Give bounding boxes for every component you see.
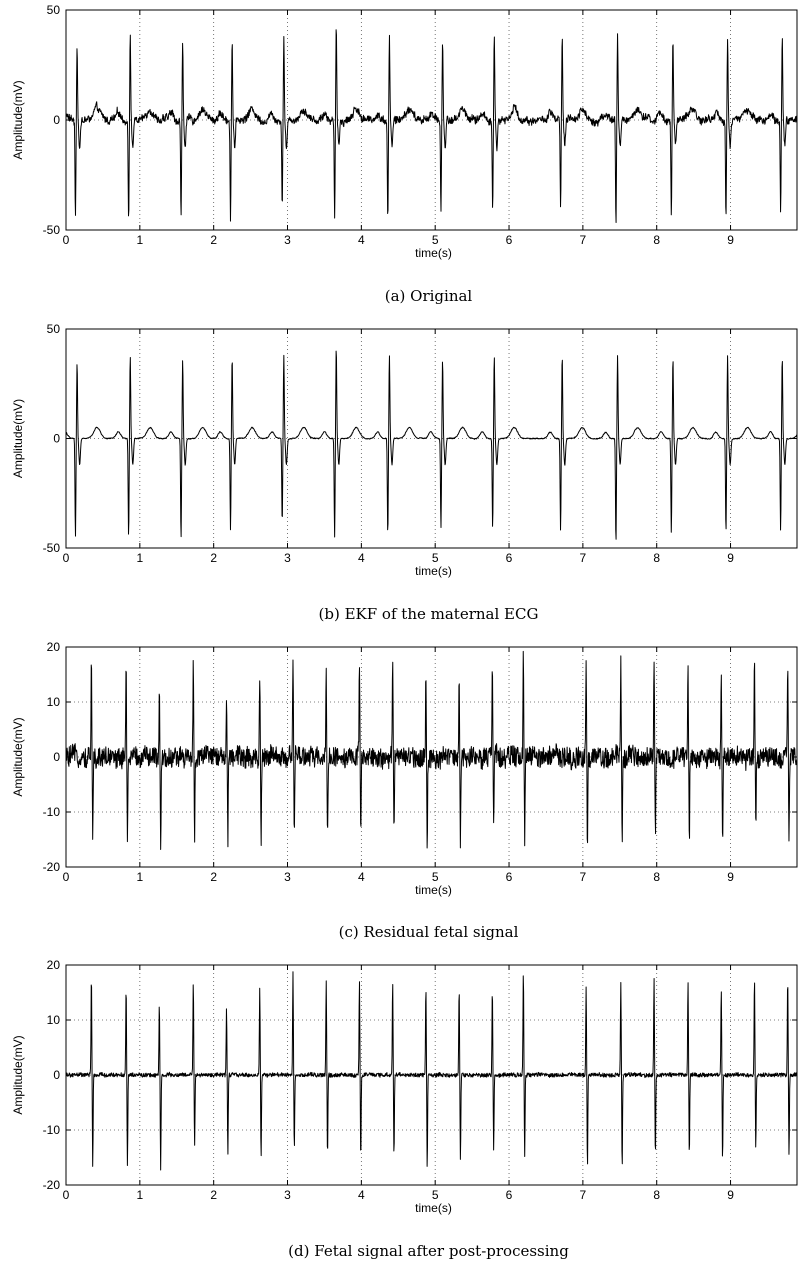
y-tick-label: -20 xyxy=(43,860,61,874)
chart-panel-a: 0 1 2 3 4 5 6 7 8 9-50050time(s)Amplitude(mV)(a) … xyxy=(11,3,798,305)
chart-caption: (d) Fetal signal after post-processing xyxy=(288,1242,569,1260)
x-tick-label: 7 xyxy=(580,1188,587,1202)
chart-panel-d: 0 1 2 3 4 5 6 7 8 9 -20 -10 0 10 20 time(s) Amplitude(mV… xyxy=(11,958,798,1260)
signal-line xyxy=(65,650,798,850)
y-axis-label: Amplitude(mV) xyxy=(11,399,25,478)
chart-caption: (c) Residual fetal signal xyxy=(339,923,519,941)
y-tick-label: 0 xyxy=(53,750,60,764)
y-tick-label: 0 xyxy=(53,432,60,446)
x-tick-label: 2 xyxy=(210,1188,217,1202)
y-tick-label: 10 xyxy=(47,695,61,709)
x-tick-label: 9 xyxy=(727,551,734,565)
x-tick-label: 4 xyxy=(358,1188,365,1202)
x-tick-label: 1 xyxy=(136,870,143,884)
chart-panel-b: 0 1 2 3 4 5 6 7 8 9-50050time(s)Amplitude(mV)(b) … xyxy=(11,322,798,623)
x-tick-label: 0 xyxy=(63,870,70,884)
x-tick-label: 8 xyxy=(653,551,660,565)
chart-caption: (a) Original xyxy=(385,287,473,305)
x-tick-label: 8 xyxy=(653,233,660,247)
chart-caption: (b) EKF of the maternal ECG xyxy=(319,605,539,623)
y-tick-label: -50 xyxy=(43,541,61,555)
y-axis-label: Amplitude(mV) xyxy=(11,717,25,796)
y-tick-label: -10 xyxy=(43,1123,61,1137)
y-tick-label: -10 xyxy=(43,805,61,819)
signal-line xyxy=(65,350,798,540)
x-tick-label: 5 xyxy=(432,870,439,884)
x-tick-label: 2 xyxy=(210,233,217,247)
x-tick-label: 9 xyxy=(727,233,734,247)
x-tick-label: 0 xyxy=(63,551,70,565)
x-tick-label: 7 xyxy=(580,551,587,565)
x-tick-label: 3 xyxy=(284,1188,291,1202)
x-axis-label: time(s) xyxy=(415,883,452,897)
x-axis-label: time(s) xyxy=(415,1201,452,1215)
x-tick-label: 5 xyxy=(432,233,439,247)
x-tick-label: 1 xyxy=(136,551,143,565)
x-tick-label: 7 xyxy=(580,233,587,247)
y-axis-label: Amplitude(mV) xyxy=(11,80,25,159)
x-tick-label: 3 xyxy=(284,870,291,884)
x-tick-label: 8 xyxy=(653,870,660,884)
x-tick-label: 4 xyxy=(358,870,365,884)
x-tick-label: 5 xyxy=(432,1188,439,1202)
x-tick-label: 0 xyxy=(63,233,70,247)
x-tick-label: 1 xyxy=(136,1188,143,1202)
x-tick-label: 9 xyxy=(727,870,734,884)
x-tick-label: 6 xyxy=(506,551,513,565)
x-axis-label: time(s) xyxy=(415,564,452,578)
y-tick-label: 0 xyxy=(53,1068,60,1082)
y-tick-label: 20 xyxy=(47,958,61,972)
x-tick-label: 3 xyxy=(284,551,291,565)
y-tick-label: 20 xyxy=(47,640,61,654)
x-tick-label: 4 xyxy=(358,551,365,565)
x-tick-label: 4 xyxy=(358,233,365,247)
y-tick-label: -20 xyxy=(43,1178,61,1192)
x-tick-label: 6 xyxy=(506,233,513,247)
signal-line xyxy=(65,971,798,1171)
x-tick-label: 1 xyxy=(136,233,143,247)
y-axis-label: Amplitude(mV) xyxy=(11,1035,25,1114)
x-tick-label: 7 xyxy=(580,870,587,884)
x-tick-label: 5 xyxy=(432,551,439,565)
chart-panel-c: 0 1 2 3 4 5 6 7 8 9 -20 -10 0 10 20 time(s) Amplitude(mV… xyxy=(11,640,798,941)
y-tick-label: 10 xyxy=(47,1013,61,1027)
x-tick-label: 0 xyxy=(63,1188,70,1202)
x-tick-label: 2 xyxy=(210,870,217,884)
x-tick-label: 6 xyxy=(506,1188,513,1202)
x-tick-label: 6 xyxy=(506,870,513,884)
x-tick-label: 2 xyxy=(210,551,217,565)
x-tick-label: 8 xyxy=(653,1188,660,1202)
y-tick-label: 50 xyxy=(47,3,61,17)
signal-line xyxy=(65,29,798,224)
y-tick-label: 0 xyxy=(53,113,60,127)
x-tick-label: 9 xyxy=(727,1188,734,1202)
x-tick-label: 3 xyxy=(284,233,291,247)
y-tick-label: -50 xyxy=(43,223,61,237)
y-tick-label: 50 xyxy=(47,322,61,336)
x-axis-label: time(s) xyxy=(415,246,452,260)
plot-frame xyxy=(65,328,798,549)
